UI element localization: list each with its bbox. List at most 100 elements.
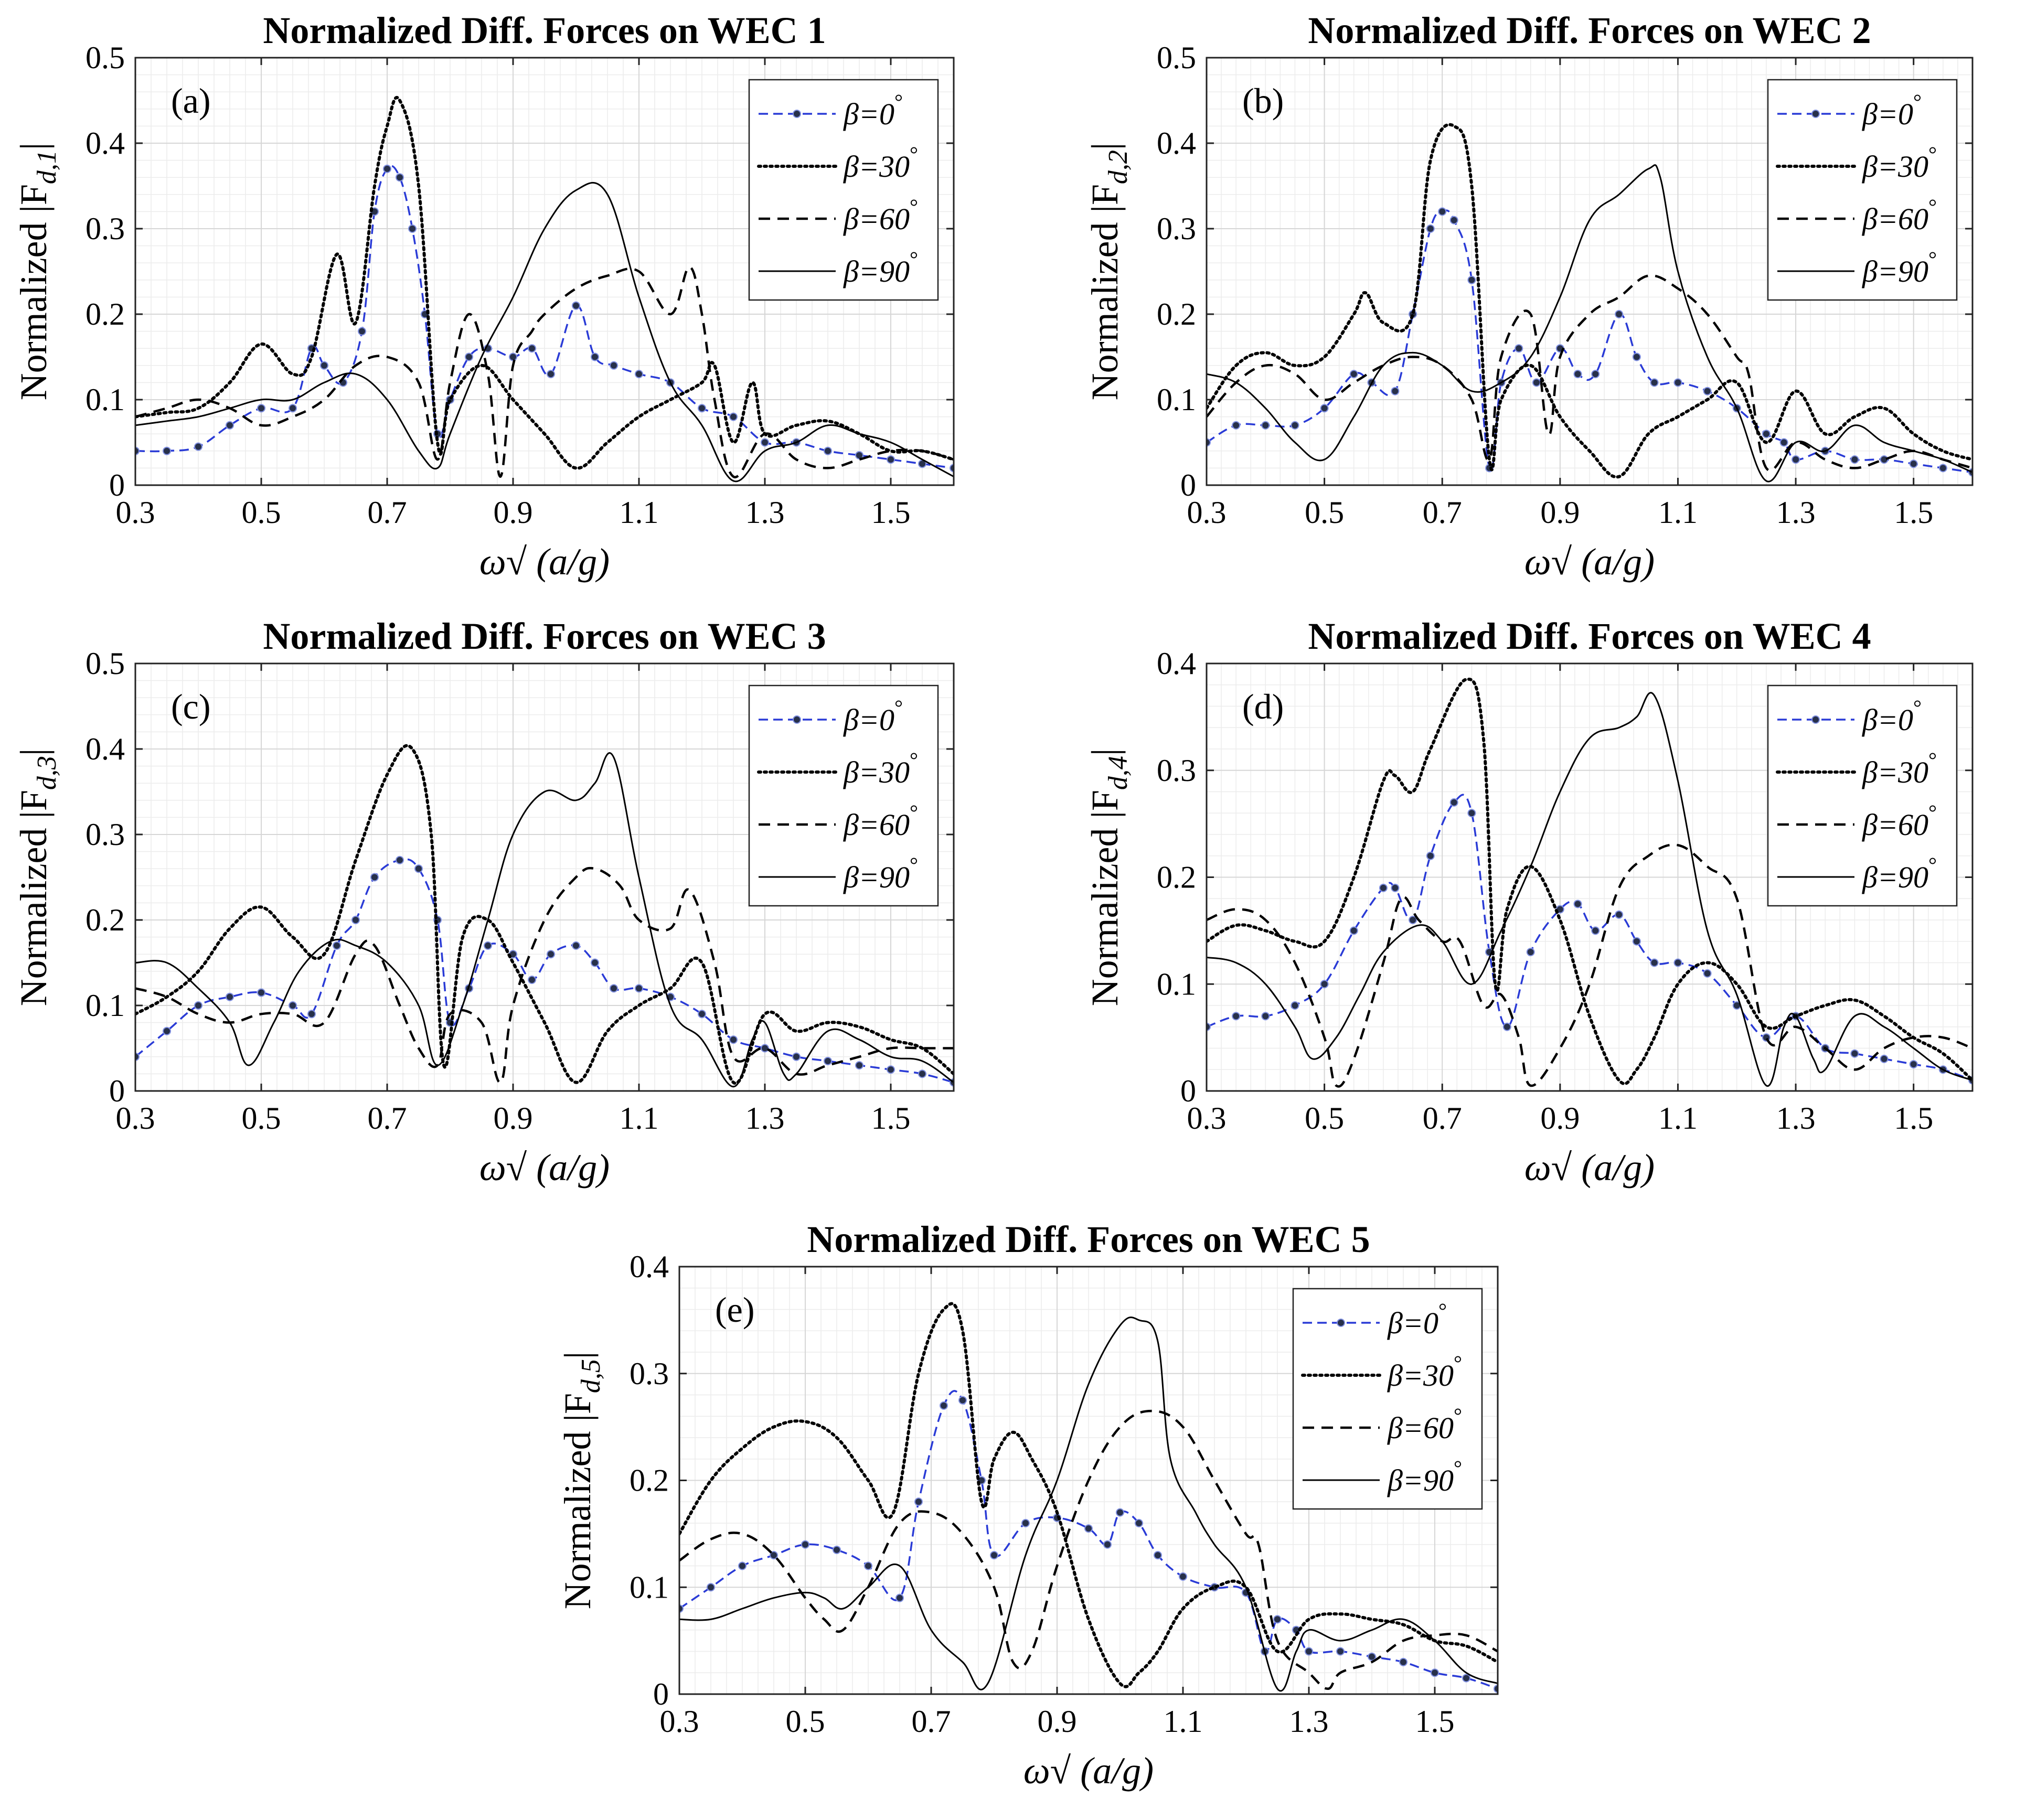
y-tick-label: 0: [1180, 1074, 1196, 1108]
x-axis-label: ω√ (a/g): [1524, 1147, 1655, 1189]
y-tick-label: 0.4: [1157, 126, 1196, 160]
y-axis-label: Normalized |Fd,2|: [1084, 143, 1133, 401]
legend-marker: [1811, 110, 1820, 118]
series-line-beta-60: [679, 1409, 1498, 1690]
data-point-marker: [383, 164, 391, 173]
data-point-marker: [351, 916, 360, 924]
series-line-beta-30: [679, 1302, 1498, 1688]
data-point-marker: [135, 446, 140, 455]
data-point-marker: [408, 224, 417, 233]
legend-label: β=90°: [843, 247, 918, 288]
data-point-marker: [591, 352, 599, 361]
legend-label: β=60°: [843, 195, 918, 236]
x-tick-label: 1.5: [1894, 495, 1933, 530]
data-point-marker: [1502, 1022, 1511, 1031]
grid: [135, 663, 954, 1091]
panel-label: (c): [171, 687, 210, 726]
y-tick-label: 0.1: [630, 1570, 669, 1604]
data-point-marker: [289, 404, 297, 413]
legend-item: β=90°: [1777, 247, 1937, 288]
data-point-marker: [761, 1044, 769, 1053]
series-line-beta-90: [135, 182, 954, 483]
x-tick-label: 0.9: [494, 495, 533, 530]
x-tick-label: 1.5: [871, 1101, 911, 1136]
data-point-marker: [914, 1497, 923, 1506]
data-point-marker: [1349, 370, 1358, 379]
data-point-marker: [940, 1401, 948, 1410]
data-point-marker: [1438, 207, 1447, 216]
panel-label: (e): [715, 1290, 754, 1330]
x-tick-label: 1.1: [620, 495, 659, 530]
series-line-beta-60: [1207, 274, 1972, 472]
data-point-marker: [801, 1540, 809, 1549]
x-tick-label: 0.3: [116, 1101, 155, 1136]
data-point-marker: [1494, 1684, 1498, 1693]
data-point-marker: [1449, 216, 1458, 224]
data-point-marker: [572, 941, 580, 950]
data-point-marker: [1449, 798, 1458, 807]
data-point-marker: [1703, 969, 1712, 978]
y-tick-label: 0.2: [1157, 860, 1196, 895]
data-point-marker: [1320, 980, 1329, 989]
data-point-marker: [591, 958, 599, 967]
legend-label: β=0°: [1387, 1299, 1447, 1340]
legend-label: β=90°: [1862, 247, 1937, 288]
data-point-marker: [1368, 1652, 1376, 1661]
x-tick-label: 0.9: [494, 1101, 533, 1136]
data-point-marker: [1792, 455, 1800, 464]
chart-title: Normalized Diff. Forces on WEC 3: [263, 615, 826, 657]
data-point-marker: [1673, 378, 1682, 387]
legend-item: β=0°: [759, 695, 903, 737]
data-point-marker: [698, 404, 706, 413]
data-point-marker: [528, 344, 536, 353]
data-point-marker: [707, 1583, 715, 1592]
x-tick-label: 1.1: [1658, 1101, 1698, 1136]
series-line-beta-30: [135, 95, 954, 470]
data-point-marker: [1273, 1615, 1282, 1624]
data-point-marker: [1207, 1022, 1211, 1031]
data-point-marker: [1336, 1647, 1345, 1656]
x-tick-label: 0.7: [1423, 1101, 1462, 1136]
data-point-marker: [958, 1396, 967, 1405]
data-point-marker: [257, 404, 265, 413]
legend-marker: [1337, 1319, 1345, 1327]
data-point-marker: [1850, 1049, 1859, 1058]
x-tick-label: 0.3: [1187, 495, 1227, 530]
data-point-marker: [320, 361, 328, 370]
legend-item: β=60°: [759, 800, 918, 842]
legend: β=0° β=30° β=60° β=90°: [1767, 79, 1958, 301]
data-point-marker: [547, 950, 555, 959]
y-axis-label: Normalized |Fd,5|: [557, 1352, 606, 1610]
legend-label: β=90°: [843, 853, 918, 894]
data-point-marker: [635, 370, 643, 379]
legend-label: β=60°: [1862, 195, 1937, 236]
data-point-marker: [1703, 387, 1712, 395]
x-tick-label: 0.3: [1187, 1101, 1227, 1136]
x-tick-label: 0.9: [1038, 1704, 1077, 1739]
x-tick-label: 1.1: [1164, 1704, 1203, 1739]
data-point-marker: [1261, 1012, 1270, 1021]
legend-label: β=60°: [843, 800, 918, 842]
y-tick-label: 0.4: [1157, 646, 1196, 681]
data-point-marker: [950, 464, 954, 473]
data-point-marker: [824, 446, 832, 455]
legend-item: β=0°: [759, 90, 903, 131]
x-tick-label: 1.1: [1658, 495, 1698, 530]
chart-panel-4: 0.3 0.5 0.7 0.9 1.1 1.3 1.5 0 0.1 0.2 0.3 0.4 Normal…: [1084, 615, 1974, 1189]
data-point-marker: [1515, 344, 1523, 353]
legend-label: β=0°: [843, 90, 903, 131]
x-axis-label: ω√ (a/g): [1023, 1750, 1154, 1792]
data-point-marker: [163, 446, 171, 455]
data-point-marker: [792, 1052, 801, 1061]
data-point-marker: [1426, 224, 1435, 233]
data-point-marker: [289, 1001, 297, 1010]
data-point-marker: [895, 1593, 904, 1602]
data-point-marker: [1349, 926, 1358, 935]
legend-item: β=90°: [759, 853, 918, 894]
x-tick-label: 0.7: [368, 495, 407, 530]
data-point-marker: [1154, 1551, 1162, 1560]
legend-item: β=0°: [1777, 90, 1922, 131]
y-tick-label: 0.3: [86, 817, 125, 852]
data-point-marker: [1084, 1524, 1093, 1533]
